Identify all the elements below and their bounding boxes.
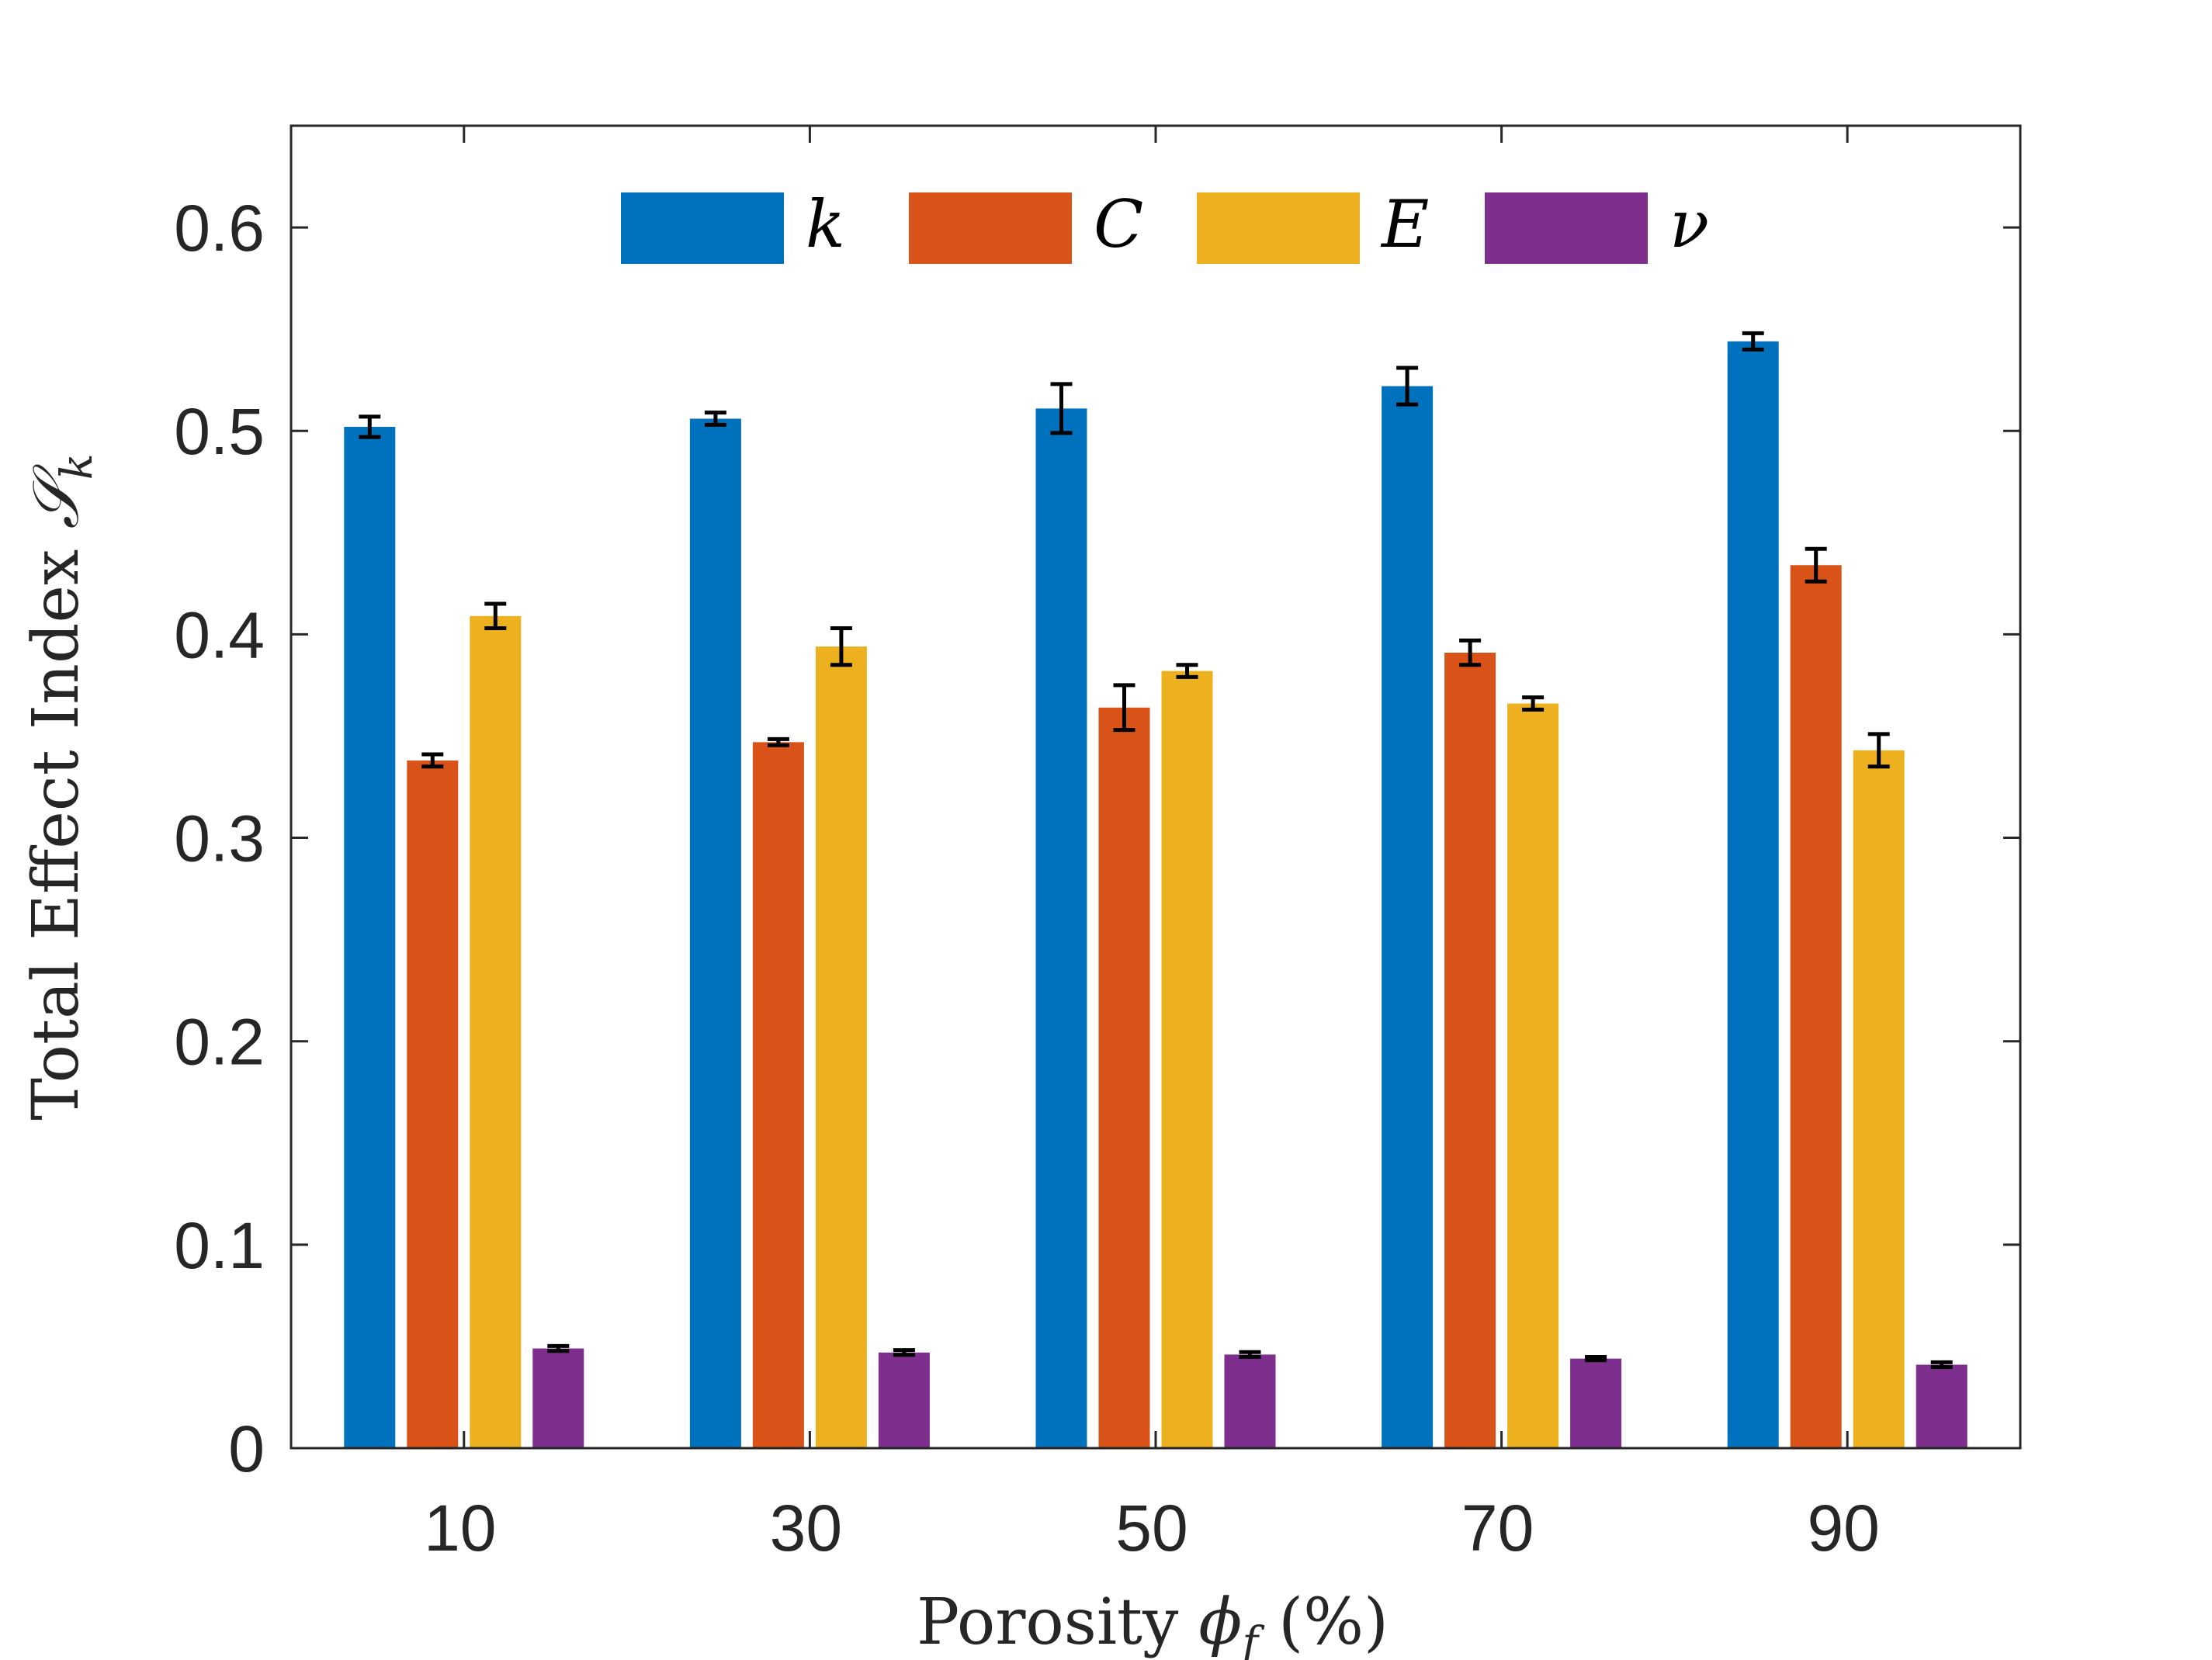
legend-item-ν: ν bbox=[1485, 186, 1709, 264]
x-tick-labels: 10 30 50 70 90 bbox=[424, 1492, 1880, 1565]
legend-swatch bbox=[1485, 192, 1648, 264]
bar-E-70 bbox=[1507, 703, 1559, 1448]
legend-label: k bbox=[806, 186, 845, 262]
x-tick-label: 90 bbox=[1807, 1492, 1879, 1565]
y-tick-label: 0.3 bbox=[174, 802, 265, 875]
bar-ν-90 bbox=[1916, 1364, 1968, 1448]
bar-E-30 bbox=[815, 646, 867, 1449]
legend-label: ν bbox=[1669, 186, 1709, 262]
x-tick-label: 50 bbox=[1115, 1492, 1187, 1565]
bar-ν-70 bbox=[1570, 1358, 1622, 1448]
errorbar-C-70 bbox=[1459, 638, 1482, 667]
errorbar-E-30 bbox=[830, 626, 852, 667]
errorbar-E-70 bbox=[1522, 695, 1545, 712]
bar-k-90 bbox=[1727, 341, 1779, 1449]
legend-item-k: k bbox=[621, 186, 845, 264]
plot-frame bbox=[290, 124, 2022, 1450]
legend-item-E: E bbox=[1197, 186, 1429, 264]
bar-C-70 bbox=[1444, 652, 1496, 1448]
errorbar-C-90 bbox=[1805, 546, 1827, 584]
errorbar-k-10 bbox=[359, 414, 381, 439]
y-tick-labels: 0 0.1 0.2 0.3 0.4 0.5 0.6 bbox=[174, 192, 265, 1485]
bar-ν-30 bbox=[878, 1352, 930, 1448]
errorbar-E-10 bbox=[484, 601, 507, 631]
y-axis-title: Total Effect Index 𝒮k bbox=[19, 453, 102, 1120]
legend-swatch bbox=[1197, 192, 1360, 264]
errorbar-ν-30 bbox=[893, 1348, 915, 1357]
legend-item-C: C bbox=[909, 186, 1143, 264]
bar-C-30 bbox=[752, 742, 804, 1448]
errorbar-k-30 bbox=[704, 411, 726, 427]
y-tick-label: 0.5 bbox=[174, 395, 265, 468]
errorbar-ν-70 bbox=[1585, 1355, 1607, 1363]
bar-C-90 bbox=[1790, 565, 1842, 1448]
y-tick-label: 0.6 bbox=[174, 192, 265, 265]
bar-ν-10 bbox=[532, 1348, 584, 1448]
y-tick-label: 0 bbox=[228, 1412, 265, 1485]
bar-E-90 bbox=[1853, 750, 1905, 1448]
bar-E-50 bbox=[1161, 671, 1213, 1448]
legend-label: E bbox=[1380, 186, 1429, 262]
errorbar-k-90 bbox=[1742, 331, 1764, 352]
x-tick-label: 30 bbox=[770, 1492, 842, 1565]
bar-C-50 bbox=[1098, 707, 1150, 1448]
y-tick-label: 0.4 bbox=[174, 598, 265, 671]
errorbar-E-50 bbox=[1176, 663, 1198, 679]
x-tick-label: 10 bbox=[424, 1492, 496, 1565]
y-tick-label: 0.2 bbox=[174, 1006, 265, 1079]
legend-swatch bbox=[621, 192, 784, 264]
errorbar-C-30 bbox=[767, 736, 789, 747]
bar-k-50 bbox=[1035, 408, 1087, 1449]
bar-k-70 bbox=[1382, 386, 1434, 1449]
bars-layer bbox=[344, 341, 1968, 1449]
x-tick-label: 70 bbox=[1461, 1492, 1534, 1565]
bar-k-30 bbox=[689, 418, 741, 1449]
legend-label: C bbox=[1094, 186, 1143, 262]
errorbar-ν-50 bbox=[1239, 1350, 1261, 1360]
bar-E-10 bbox=[470, 615, 522, 1448]
errorbar-ν-10 bbox=[547, 1343, 570, 1353]
errorbar-C-10 bbox=[421, 752, 444, 769]
errorbar-C-50 bbox=[1113, 683, 1135, 733]
y-tick-label: 0.1 bbox=[174, 1209, 265, 1282]
errorbar-k-50 bbox=[1050, 382, 1073, 435]
x-axis-title: Porosity ϕf (%) bbox=[917, 1585, 1389, 1660]
errorbar-k-70 bbox=[1396, 366, 1419, 407]
legend-swatch bbox=[909, 192, 1072, 264]
errorbar-E-90 bbox=[1867, 732, 1890, 769]
bar-ν-50 bbox=[1224, 1354, 1276, 1448]
bar-k-10 bbox=[344, 426, 396, 1448]
errorbar-ν-90 bbox=[1930, 1360, 1953, 1370]
bar-C-10 bbox=[407, 760, 459, 1448]
errorbars-layer bbox=[359, 331, 1953, 1370]
